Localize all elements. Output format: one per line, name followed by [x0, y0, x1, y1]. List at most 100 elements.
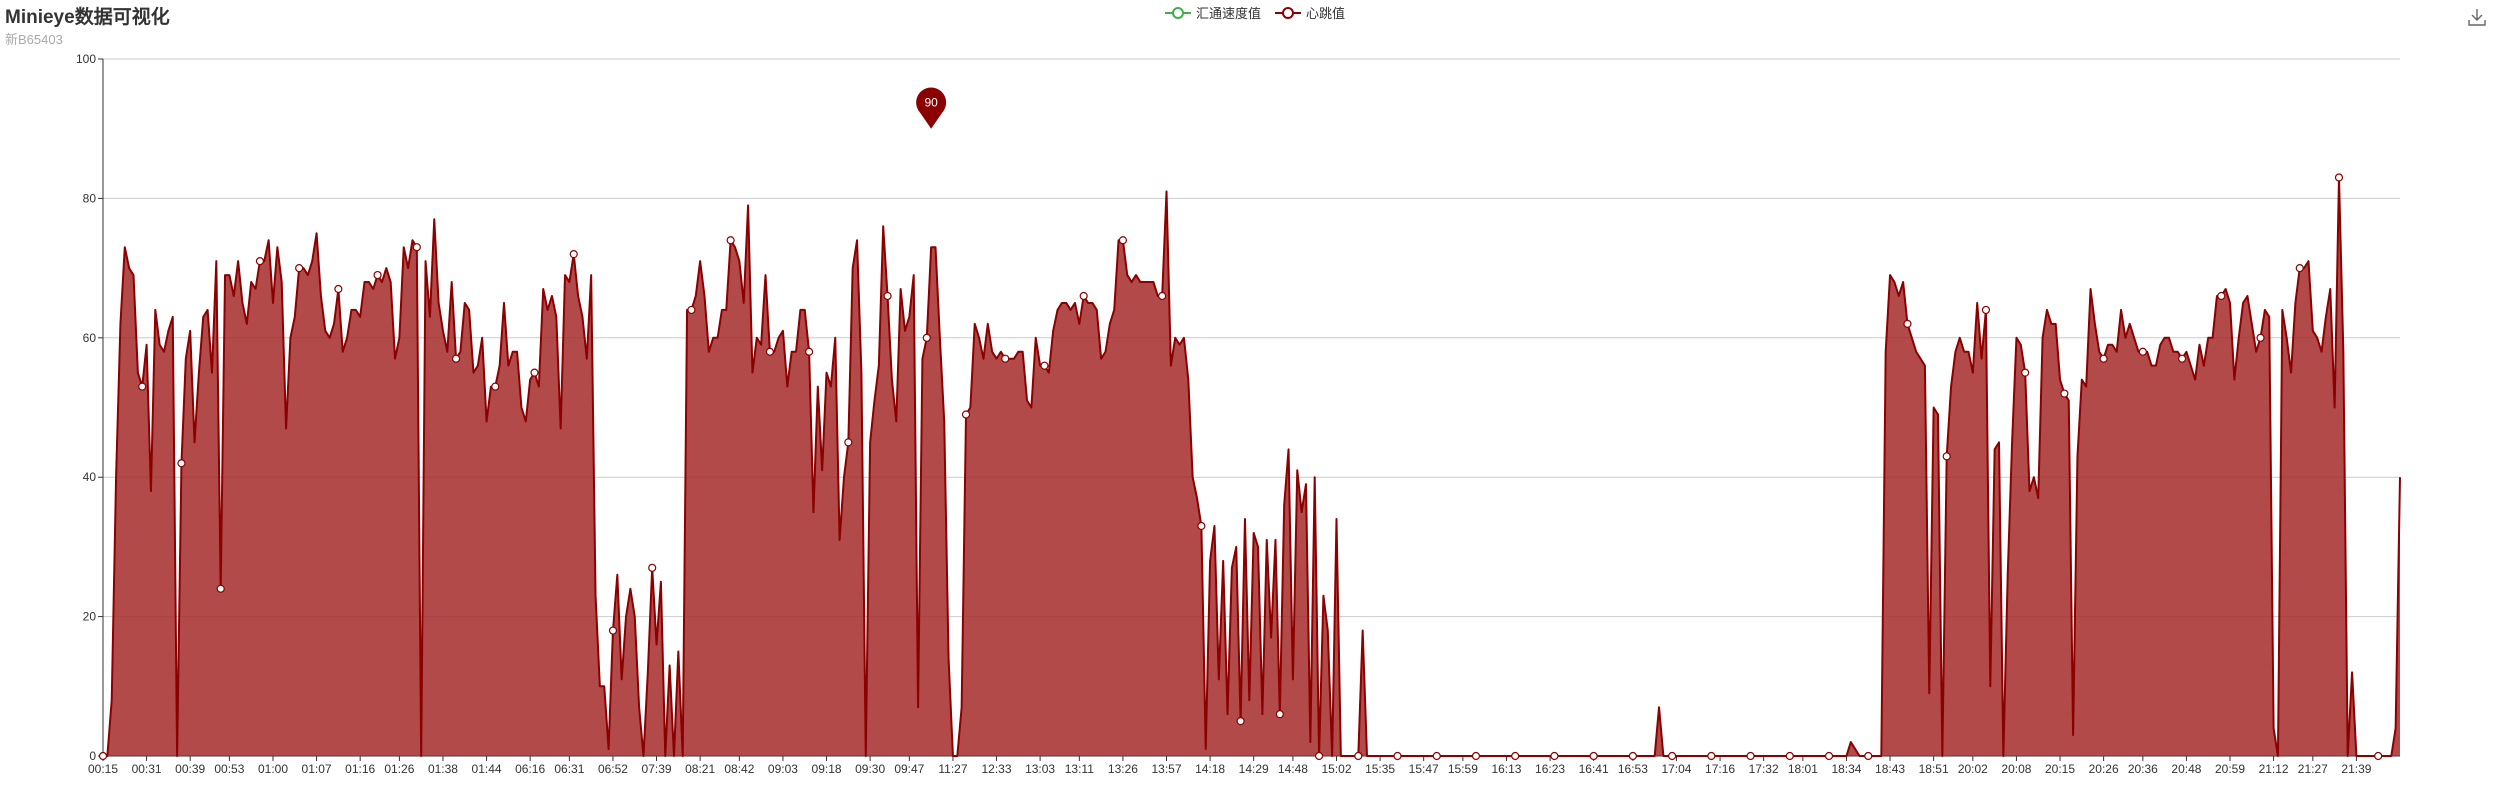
data-point — [1471, 751, 1481, 761]
data-point — [295, 264, 304, 273]
data-point — [2060, 389, 2069, 398]
data-point — [1981, 305, 1991, 315]
y-tick-label: 100 — [76, 52, 96, 66]
x-tick-label: 21:39 — [2341, 762, 2371, 776]
x-tick-label: 20:02 — [1958, 762, 1988, 776]
data-point — [530, 368, 539, 377]
data-point — [1236, 717, 1245, 726]
x-tick-label: 09:30 — [855, 762, 885, 776]
data-point — [1707, 751, 1716, 761]
x-tick-label: 13:11 — [1065, 762, 1094, 776]
x-tick-label: 13:57 — [1151, 762, 1181, 776]
x-tick-label: 20:36 — [2128, 762, 2158, 776]
legend-heartbeat-icon — [1275, 6, 1302, 19]
x-tick-label: 11:27 — [938, 762, 967, 776]
data-point — [1197, 521, 1206, 531]
data-point — [451, 354, 461, 363]
data-point — [1903, 319, 1912, 328]
data-point — [1746, 751, 1755, 761]
data-point — [1550, 751, 1559, 761]
x-tick-label: 17:16 — [1705, 762, 1735, 776]
download-icon[interactable] — [2466, 6, 2488, 28]
x-tick-label: 06:52 — [598, 762, 628, 776]
data-point — [1393, 751, 1402, 761]
x-tick-label: 16:41 — [1579, 762, 1609, 776]
data-point — [804, 347, 814, 356]
x-tick-label: 20:59 — [2215, 762, 2245, 776]
x-tick-label: 20:08 — [2001, 762, 2031, 776]
data-point — [1079, 291, 1088, 301]
data-point — [1158, 291, 1167, 301]
x-tick-label: 06:31 — [554, 762, 584, 776]
data-point — [1432, 751, 1441, 761]
heartbeat-line — [103, 176, 2401, 757]
legend-item-heartbeat[interactable]: 心跳值 — [1275, 3, 1345, 22]
x-tick-label: 15:59 — [1448, 762, 1478, 776]
data-point — [334, 284, 343, 294]
y-tick-label: 20 — [83, 610, 97, 624]
mark-point-label: 90 — [924, 96, 938, 110]
data-point — [1628, 751, 1637, 761]
x-tick-label: 16:13 — [1491, 762, 1521, 776]
data-point — [1040, 361, 1049, 370]
y-tick-label: 60 — [83, 331, 97, 345]
legend-item-speed[interactable]: 汇通速度值 — [1165, 3, 1261, 22]
x-tick-label: 17:32 — [1749, 762, 1779, 776]
data-point — [765, 347, 774, 356]
x-tick-label: 18:01 — [1788, 762, 1818, 776]
x-tick-label: 16:53 — [1618, 762, 1648, 776]
x-tick-label: 13:26 — [1108, 762, 1138, 776]
x-tick-label: 01:07 — [302, 762, 332, 776]
x-tick-label: 06:16 — [515, 762, 545, 776]
data-point — [2256, 333, 2265, 342]
x-tick-label: 07:39 — [642, 762, 672, 776]
data-point — [1864, 751, 1873, 761]
x-tick-label: 18:51 — [1919, 762, 1949, 776]
x-tick-label: 00:39 — [175, 762, 205, 776]
data-point — [1589, 751, 1598, 761]
x-tick-label: 21:27 — [2298, 762, 2328, 776]
x-tick-label: 18:43 — [1875, 762, 1905, 776]
x-tick-label: 12:33 — [982, 762, 1012, 776]
data-point — [2295, 264, 2304, 273]
mark-point-pin — [916, 87, 947, 129]
chart-title: Minieye数据可视化 — [5, 7, 170, 28]
x-tick-label: 13:03 — [1025, 762, 1055, 776]
x-tick-label: 09:47 — [894, 762, 924, 776]
data-point — [98, 751, 108, 761]
data-point — [569, 250, 578, 259]
data-point — [1942, 452, 1951, 461]
data-point — [1001, 354, 1010, 363]
x-tick-label: 01:38 — [428, 762, 458, 776]
x-tick-label: 00:15 — [88, 762, 118, 776]
x-tick-label: 17:04 — [1661, 762, 1691, 776]
data-point — [2099, 354, 2108, 363]
data-point — [1511, 751, 1520, 761]
x-tick-label: 14:29 — [1239, 762, 1269, 776]
x-tick-label: 14:48 — [1278, 762, 1308, 776]
x-tick-label: 15:35 — [1365, 762, 1395, 776]
data-point — [648, 563, 657, 572]
x-tick-label: 01:16 — [345, 762, 375, 776]
x-tick-label: 15:02 — [1321, 762, 1351, 776]
y-axis: 0 20 40 60 80 100 — [76, 52, 104, 763]
y-tick-label: 0 — [89, 749, 96, 763]
data-point — [2177, 354, 2187, 363]
data-point — [412, 243, 421, 252]
data-point — [844, 438, 853, 447]
legend-label-speed: 汇通速度值 — [1196, 6, 1262, 21]
data-point — [2138, 347, 2147, 356]
data-point — [687, 305, 696, 315]
data-point — [2374, 751, 2383, 761]
x-tick-label: 20:26 — [2089, 762, 2119, 776]
data-point — [1275, 710, 1284, 719]
x-tick-label: 18:34 — [1831, 762, 1861, 776]
legend: 汇通速度值 心跳值 — [1165, 3, 1345, 22]
x-tick-label: 01:00 — [258, 762, 288, 776]
data-point — [2217, 291, 2226, 301]
x-tick-label: 09:18 — [812, 762, 842, 776]
data-point — [138, 382, 147, 391]
y-tick-label: 80 — [83, 191, 97, 205]
data-point — [373, 270, 382, 280]
x-tick-label: 16:23 — [1535, 762, 1565, 776]
